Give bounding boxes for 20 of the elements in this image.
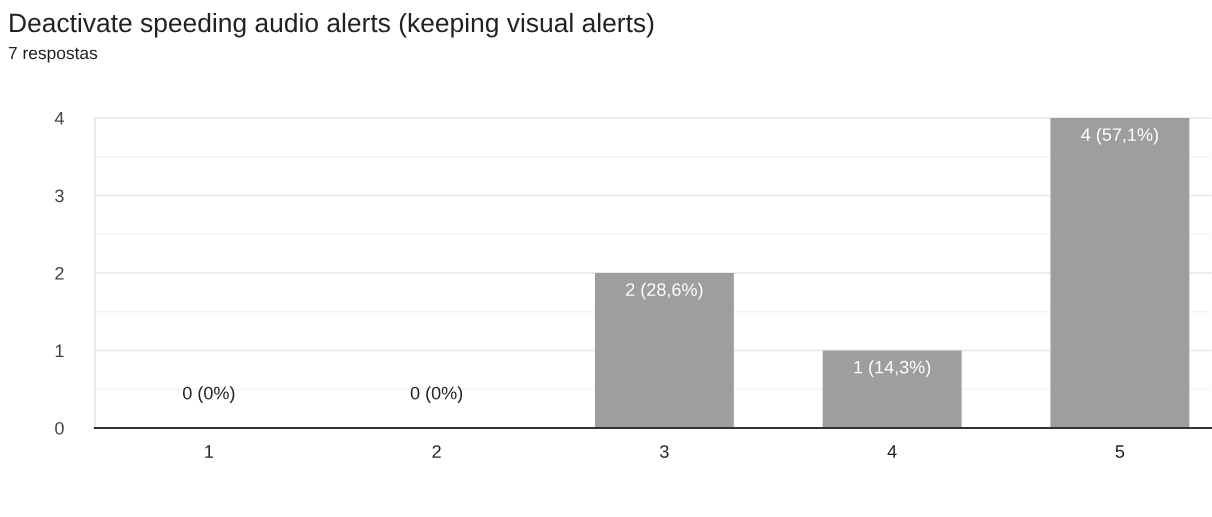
bar — [822, 350, 962, 428]
y-tick-label: 1 — [55, 344, 64, 358]
y-tick-label: 0 — [55, 421, 64, 435]
bar — [594, 273, 734, 428]
y-tick-label: 2 — [55, 266, 64, 280]
x-tick-label: 5 — [1115, 445, 1125, 458]
data-label: 4 (57,1%) — [1081, 127, 1158, 145]
data-label: 0 (0%) — [182, 386, 235, 403]
chart-subtitle: 7 respostas — [8, 47, 98, 63]
data-label: 0 (0%) — [410, 386, 463, 403]
y-tick-label: 4 — [54, 112, 64, 125]
chart-title: Deactivate speeding audio alerts (keeping visual alerts) — [10, 12, 654, 38]
x-tick-label: 2 — [432, 445, 441, 458]
data-label: 2 (28,6%) — [626, 282, 703, 300]
x-tick-label: 3 — [660, 445, 669, 458]
bar — [1050, 118, 1190, 428]
x-tick-label: 1 — [205, 445, 214, 458]
x-tick-label: 4 — [887, 445, 897, 458]
y-tick-label: 3 — [55, 189, 64, 203]
data-label: 1 (14,3%) — [854, 360, 931, 378]
